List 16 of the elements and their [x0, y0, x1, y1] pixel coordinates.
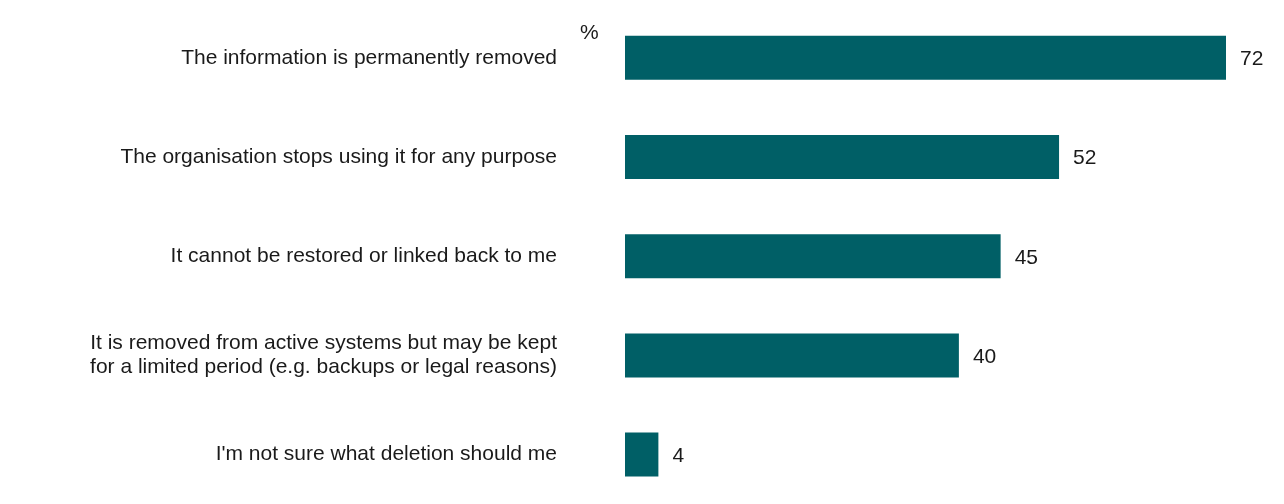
data-label: 45	[1014, 244, 1038, 268]
data-label: 4	[672, 443, 685, 467]
data-label: 72	[1240, 46, 1264, 70]
y-tick-label: It is removed from active systems but may be kept for a limited period (e.g. backups or legal reasons)	[90, 329, 558, 377]
y-tick-label: The organisation stops using it for any purpose	[120, 143, 557, 167]
data-label: 40	[972, 343, 997, 367]
bar	[625, 35, 1226, 80]
bar	[625, 333, 959, 378]
y-tick-label: It cannot be restored or linked back to me	[170, 242, 557, 266]
bar	[625, 134, 1060, 179]
data-label: 52	[1073, 145, 1097, 169]
text: %	[580, 20, 599, 44]
y-tick-label: I'm not sure what deletion should me	[215, 440, 557, 464]
bar	[625, 432, 659, 477]
bar	[625, 234, 1001, 279]
y-tick-label: The information is permanently removed	[181, 44, 557, 68]
